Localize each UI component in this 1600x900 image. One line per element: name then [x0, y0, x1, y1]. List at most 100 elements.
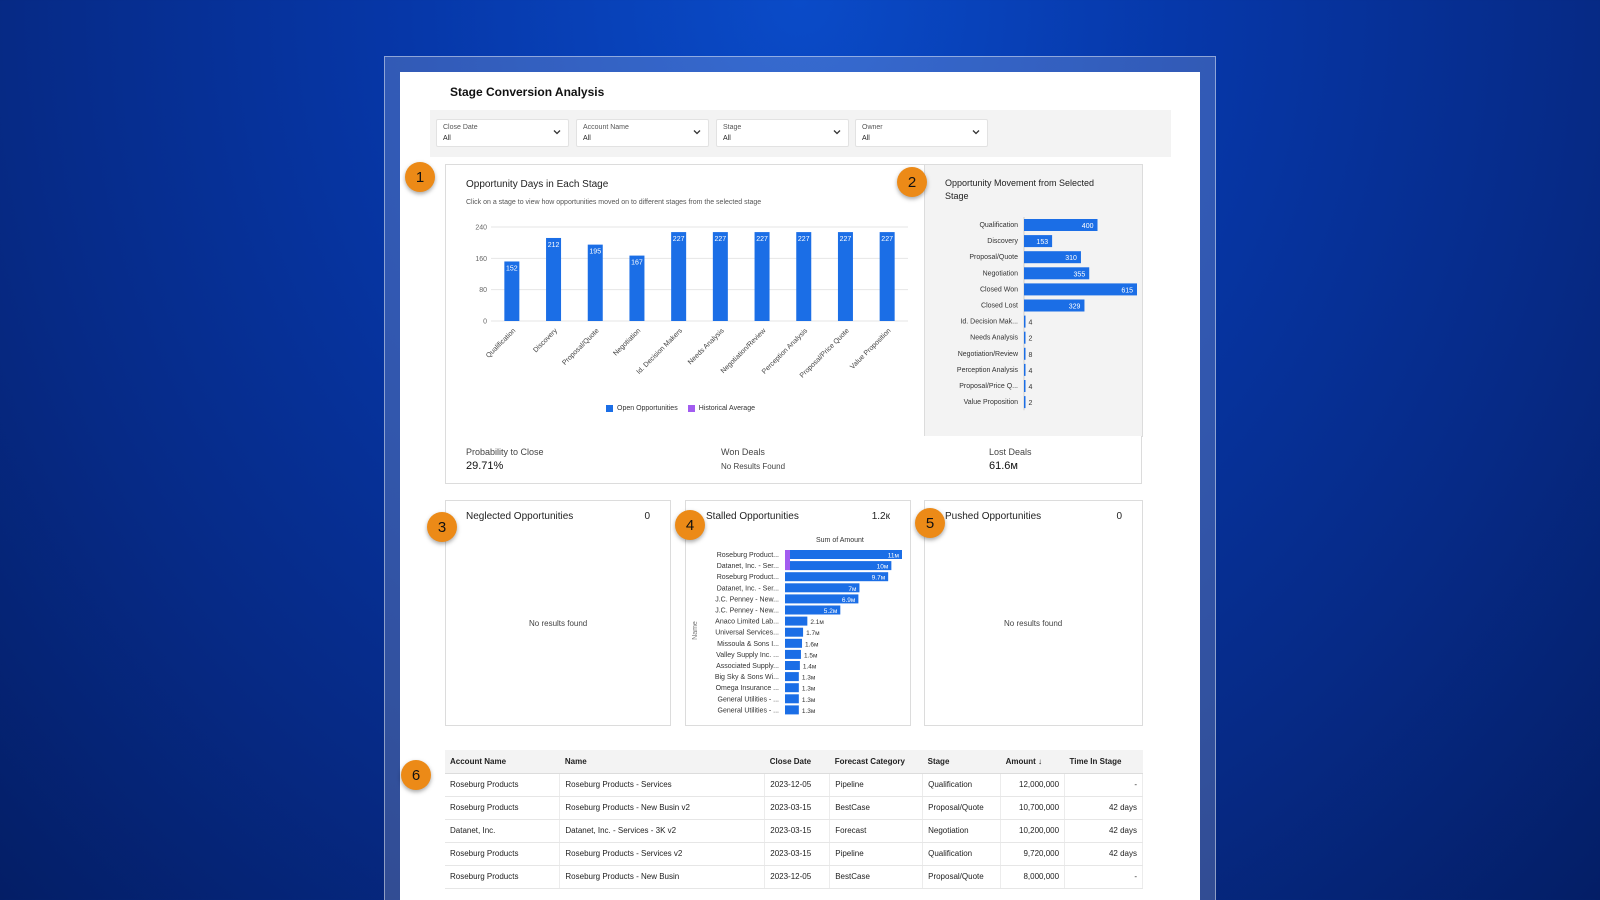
- table-row[interactable]: Roseburg Products Roseburg Products - Ser…: [445, 773, 1143, 797]
- filter-stage[interactable]: Stage All: [716, 119, 849, 147]
- bar[interactable]: [546, 237, 562, 321]
- bar-value-label: 10м: [877, 564, 889, 571]
- table-row[interactable]: Roseburg Products Roseburg Products - New…: [445, 796, 1143, 820]
- y-tick-label: 80: [479, 287, 487, 294]
- bar[interactable]: [1024, 347, 1026, 360]
- x-tick-label: Qualification: [485, 327, 517, 359]
- bar[interactable]: [879, 232, 895, 321]
- lost-deals-label: Lost Deals: [989, 447, 1032, 457]
- category-label: Valley Supply Inc. ...: [716, 652, 779, 659]
- bar[interactable]: [1024, 363, 1026, 376]
- filter-owner[interactable]: Owner All: [855, 119, 988, 147]
- bar-value-label: 1.3м: [802, 708, 816, 715]
- col-forecast-category[interactable]: Forecast Category: [829, 750, 923, 774]
- bar[interactable]: [671, 232, 687, 321]
- x-tick-label: Needs Analysis: [687, 327, 726, 366]
- table-cell: Roseburg Products: [445, 865, 561, 889]
- bar-value-label: 227: [798, 236, 810, 243]
- bar-value-label: 1.6м: [805, 641, 819, 648]
- category-label: Associated Supply...: [716, 663, 779, 670]
- table-row[interactable]: Roseburg Products Roseburg Products - New…: [445, 865, 1143, 889]
- filter-value: All: [862, 135, 870, 142]
- col-time-in-stage[interactable]: Time In Stage: [1064, 750, 1143, 774]
- table-cell: 2023-12-05: [764, 865, 831, 889]
- table-row[interactable]: Roseburg Products Roseburg Products - Ser…: [445, 842, 1143, 866]
- filter-account-name[interactable]: Account Name All: [576, 119, 709, 147]
- col-stage[interactable]: Stage: [922, 750, 1001, 774]
- bar[interactable]: [1024, 251, 1081, 264]
- probability-label: Probability to Close: [466, 447, 544, 457]
- bar[interactable]: [796, 232, 812, 321]
- stalled-bar-chart[interactable]: Roseburg Product... 11м Datanet, Inc. - Se…: [686, 547, 910, 723]
- bar[interactable]: [785, 627, 804, 637]
- bar[interactable]: [785, 705, 799, 715]
- bar[interactable]: [587, 244, 603, 321]
- bar[interactable]: [629, 255, 645, 321]
- bar-value-label: 1.3м: [802, 686, 816, 693]
- bar[interactable]: [785, 638, 803, 648]
- bar[interactable]: [785, 616, 808, 626]
- x-tick-label: Proposal/Price Quote: [799, 327, 851, 379]
- bar[interactable]: [785, 694, 799, 704]
- bar[interactable]: [785, 683, 799, 693]
- category-label: Datanet, Inc. - Ser...: [717, 563, 779, 570]
- bar[interactable]: [504, 261, 520, 321]
- page-title: Stage Conversion Analysis: [450, 85, 605, 99]
- category-label: Perception Analysis: [957, 367, 1019, 374]
- col-close-date[interactable]: Close Date: [764, 750, 830, 774]
- bar[interactable]: [785, 661, 800, 670]
- bar[interactable]: [785, 561, 892, 571]
- table-cell: Qualification: [922, 773, 1002, 797]
- bar[interactable]: [754, 232, 770, 321]
- bar[interactable]: [1024, 315, 1026, 328]
- bar[interactable]: [1024, 299, 1085, 312]
- bar[interactable]: [1024, 283, 1137, 296]
- chevron-down-icon: [693, 130, 701, 135]
- table-header-row: Account Name Name Close Date Forecast Ca…: [445, 750, 1143, 774]
- movement-bar-chart[interactable]: Qualification 400 Discovery 153 Proposal/Quo…: [925, 215, 1142, 425]
- x-tick-label: Perception Analysis: [761, 327, 810, 376]
- bar[interactable]: [785, 605, 841, 615]
- bar-value-label: 212: [548, 242, 560, 249]
- category-label: Universal Services...: [715, 630, 779, 637]
- filter-label: Stage: [723, 124, 742, 131]
- bar[interactable]: [785, 649, 801, 659]
- badge-3: 3: [427, 512, 457, 542]
- bar[interactable]: [1024, 380, 1026, 392]
- badge-5: 5: [915, 508, 945, 538]
- col-name[interactable]: Name: [559, 750, 765, 774]
- legend-swatch-open: [606, 405, 613, 412]
- bar-value-label: 227: [756, 236, 768, 243]
- stalled-chart-title: Sum of Amount: [816, 537, 864, 544]
- bar[interactable]: [1024, 396, 1026, 409]
- bar[interactable]: [785, 583, 860, 593]
- bar[interactable]: [785, 550, 902, 559]
- days-bar-chart[interactable]: 0 80 160 240 152 Qualification 212 Discovery 195…: [446, 217, 924, 427]
- table-cell: BestCase: [829, 796, 924, 820]
- bar[interactable]: [837, 232, 853, 321]
- movement-card: Opportunity Movement from Selected Stage…: [924, 164, 1143, 437]
- category-label: General Utilities - ...: [718, 696, 780, 703]
- bar-value-label: 227: [881, 236, 893, 243]
- bar[interactable]: [712, 232, 728, 321]
- bar[interactable]: [1024, 219, 1098, 231]
- bar[interactable]: [1024, 267, 1090, 280]
- table-cell: Proposal/Quote: [922, 865, 1002, 889]
- col-account-name[interactable]: Account Name: [445, 750, 560, 774]
- bar-value-label: 4: [1029, 368, 1033, 375]
- table-row[interactable]: Datanet, Inc. Datanet, Inc. - Services - …: [445, 819, 1143, 843]
- bar[interactable]: [1024, 331, 1026, 344]
- filter-value: All: [583, 135, 591, 142]
- bar[interactable]: [785, 672, 799, 682]
- col-amount[interactable]: Amount ↓: [1000, 750, 1065, 774]
- table-body: Roseburg Products Roseburg Products - Ser…: [445, 773, 1143, 889]
- filter-close-date[interactable]: Close Date All: [436, 119, 569, 147]
- bar[interactable]: [1024, 235, 1053, 248]
- table-cell: 10,200,000: [1000, 819, 1066, 843]
- bar-value-label: 310: [1065, 255, 1077, 262]
- bar-value-label: 400: [1082, 223, 1094, 230]
- filter-label: Account Name: [583, 124, 629, 131]
- bar[interactable]: [785, 594, 859, 604]
- bar[interactable]: [785, 572, 889, 582]
- category-label: J.C. Penney - New...: [715, 596, 779, 603]
